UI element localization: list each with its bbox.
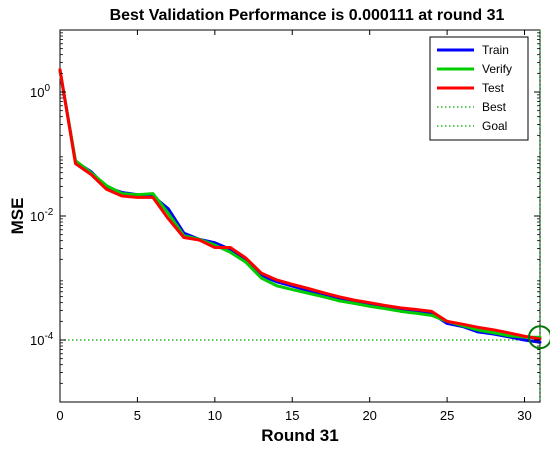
reference-lines: [60, 30, 541, 402]
y-tick-label: 100: [30, 83, 50, 100]
x-tick-label: 30: [517, 408, 531, 423]
x-tick-label: 10: [208, 408, 222, 423]
chart-title: Best Validation Performance is 0.000111 …: [110, 7, 505, 24]
x-tick-label: 25: [440, 408, 454, 423]
legend-label-test: Test: [482, 81, 505, 95]
best-marker-layer: [528, 325, 550, 350]
best-point-marker: [528, 325, 550, 350]
x-tick-label: 5: [134, 408, 141, 423]
x-tick-label: 20: [362, 408, 376, 423]
legend-label-goal: Goal: [482, 119, 507, 133]
series-lines: [58, 68, 542, 344]
axis-ticks: 0 5 10 15 20 25 30 100 10-2 10-4: [30, 30, 540, 423]
series-line-test: [58, 68, 542, 341]
legend-label-best: Best: [482, 100, 507, 114]
y-tick-label: 10-2: [30, 207, 54, 224]
y-axis-label: MSE: [8, 198, 27, 235]
x-axis-label: Round 31: [261, 426, 338, 445]
legend-label-verify: Verify: [482, 62, 512, 76]
y-tick-label: 10-4: [30, 331, 54, 348]
x-tick-label: 15: [285, 408, 299, 423]
legend-label-train: Train: [482, 43, 509, 57]
x-tick-label: 0: [56, 408, 63, 423]
legend: Train Verify Test Best Goal: [429, 36, 529, 141]
